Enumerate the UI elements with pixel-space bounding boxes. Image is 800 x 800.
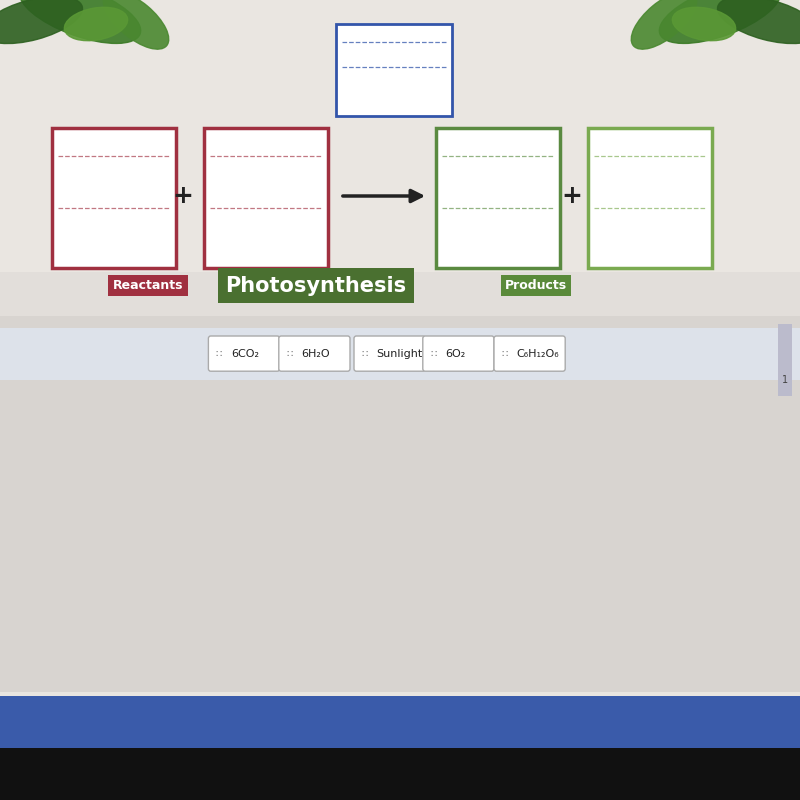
Text: C₆H₁₂O₆: C₆H₁₂O₆ — [517, 349, 559, 358]
FancyBboxPatch shape — [778, 324, 792, 396]
Ellipse shape — [64, 7, 128, 41]
FancyBboxPatch shape — [279, 336, 350, 371]
FancyBboxPatch shape — [52, 128, 176, 268]
Text: Sunlight: Sunlight — [377, 349, 422, 358]
FancyBboxPatch shape — [0, 696, 800, 748]
Text: 6CO₂: 6CO₂ — [231, 349, 259, 358]
Text: 1: 1 — [782, 375, 788, 385]
FancyBboxPatch shape — [0, 272, 800, 328]
FancyBboxPatch shape — [0, 328, 800, 380]
Ellipse shape — [659, 0, 781, 43]
Ellipse shape — [19, 0, 141, 43]
Text: 6H₂O: 6H₂O — [302, 349, 330, 358]
Text: 6O₂: 6O₂ — [445, 349, 466, 358]
Text: ∷: ∷ — [502, 349, 507, 358]
FancyBboxPatch shape — [588, 128, 712, 268]
Text: ∷: ∷ — [430, 349, 436, 358]
Text: ∷: ∷ — [216, 349, 222, 358]
Text: Photosynthesis: Photosynthesis — [226, 275, 406, 296]
Ellipse shape — [718, 0, 800, 43]
FancyBboxPatch shape — [0, 748, 800, 800]
Ellipse shape — [0, 0, 82, 43]
FancyBboxPatch shape — [204, 128, 328, 268]
Ellipse shape — [672, 7, 736, 41]
FancyBboxPatch shape — [354, 336, 426, 371]
FancyBboxPatch shape — [336, 24, 452, 116]
FancyBboxPatch shape — [494, 336, 565, 371]
Text: Reactants: Reactants — [113, 279, 183, 292]
Ellipse shape — [631, 0, 697, 49]
FancyBboxPatch shape — [436, 128, 560, 268]
Text: Products: Products — [505, 279, 567, 292]
FancyBboxPatch shape — [208, 336, 280, 371]
FancyBboxPatch shape — [0, 0, 800, 320]
Ellipse shape — [103, 0, 169, 49]
Text: ∷: ∷ — [362, 349, 367, 358]
Text: +: + — [172, 184, 193, 208]
Text: ∷: ∷ — [286, 349, 292, 358]
FancyBboxPatch shape — [0, 316, 800, 692]
Text: +: + — [562, 184, 582, 208]
FancyBboxPatch shape — [422, 336, 494, 371]
